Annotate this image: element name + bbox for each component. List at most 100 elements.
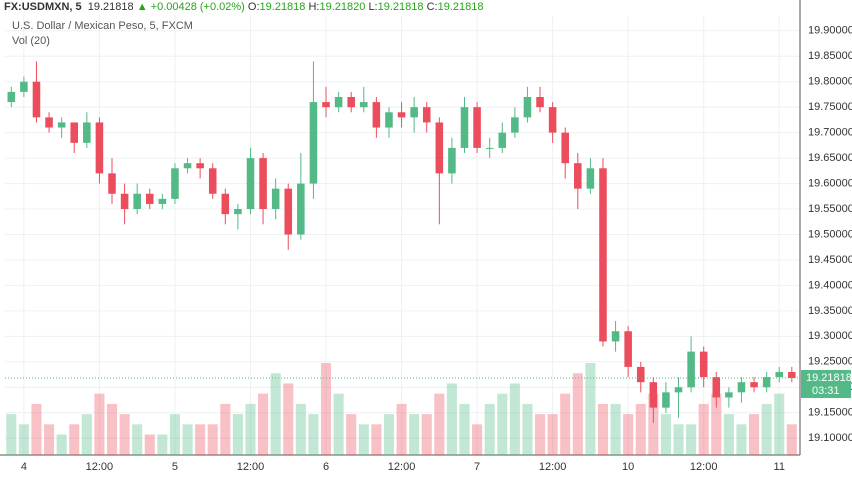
h: 19.21820 bbox=[319, 1, 366, 13]
candle-body bbox=[561, 132, 569, 164]
candle-body bbox=[737, 382, 746, 393]
candle-body bbox=[20, 81, 28, 92]
last: 19.21818 bbox=[87, 1, 134, 13]
candle-body bbox=[309, 102, 318, 184]
volume-bar bbox=[56, 434, 67, 455]
candle-body bbox=[271, 188, 280, 210]
volume-bar bbox=[597, 403, 609, 455]
candle-body bbox=[297, 183, 305, 235]
volume-bar bbox=[119, 414, 130, 455]
volume-bar bbox=[333, 393, 344, 455]
y-tick-label: 19.85000 bbox=[808, 50, 852, 62]
x-tick-label: 7 bbox=[474, 461, 480, 473]
candle-body bbox=[183, 163, 192, 169]
volume-bar bbox=[698, 403, 709, 455]
y-tick-label: 19.80000 bbox=[808, 76, 852, 88]
candle-body bbox=[133, 193, 141, 210]
volume-bar bbox=[723, 414, 734, 455]
last-price-label: 19.21818 bbox=[806, 372, 852, 384]
volume-bar bbox=[106, 403, 118, 455]
volume-bar bbox=[144, 434, 155, 455]
volume-bar bbox=[761, 403, 772, 455]
candle-body bbox=[574, 163, 582, 189]
candle-body bbox=[360, 102, 368, 108]
symbol: FX:USDMXN, 5 bbox=[4, 1, 82, 13]
volume-bar bbox=[383, 414, 395, 455]
candle-body bbox=[473, 107, 481, 148]
x-tick-label: 11 bbox=[774, 461, 785, 473]
volume-bar bbox=[18, 424, 29, 455]
candle-body bbox=[259, 158, 267, 210]
x-tick-label: 12:00 bbox=[388, 461, 416, 473]
volume-bar bbox=[270, 373, 281, 455]
volume-bar bbox=[472, 424, 483, 455]
volume-bar bbox=[635, 403, 646, 455]
volume-bar bbox=[320, 363, 332, 455]
o: 19.21818 bbox=[259, 1, 306, 13]
candle-body bbox=[372, 102, 381, 128]
chart-title: U.S. Dollar / Mexican Peso, 5, FXCM bbox=[12, 20, 193, 32]
x-tick-label: 12:00 bbox=[690, 461, 718, 473]
candle-body bbox=[788, 371, 796, 379]
x-tick-label: 12:00 bbox=[539, 461, 567, 473]
candle-body bbox=[548, 107, 557, 133]
y-tick-label: 19.45000 bbox=[808, 254, 852, 266]
volume-bar bbox=[220, 403, 231, 455]
candle-body bbox=[599, 168, 607, 342]
x-tick-label: 10 bbox=[622, 461, 634, 473]
volume-bar bbox=[245, 403, 256, 455]
candle-body bbox=[460, 107, 469, 148]
volume-bar bbox=[346, 414, 357, 455]
candle-body bbox=[687, 351, 695, 388]
volume-bar bbox=[258, 393, 269, 455]
candle-body bbox=[397, 112, 406, 118]
x-tick-label: 6 bbox=[323, 461, 329, 473]
volume-bar bbox=[182, 424, 193, 455]
candle-body bbox=[234, 209, 242, 215]
c-label: C: bbox=[426, 1, 438, 13]
candle-body bbox=[284, 188, 293, 235]
volume-bar bbox=[560, 393, 571, 455]
y-tick-label: 19.15000 bbox=[808, 407, 852, 419]
y-tick-label: 19.60000 bbox=[808, 177, 852, 189]
volume-bar bbox=[132, 424, 143, 455]
c: 19.21818 bbox=[437, 1, 484, 13]
change: ▲ +0.00428 (+0.02%) bbox=[136, 1, 245, 13]
l-label: L: bbox=[368, 1, 378, 13]
candle-body bbox=[523, 96, 532, 118]
volume-bar bbox=[786, 424, 797, 455]
candle-body bbox=[334, 96, 343, 108]
candle-body bbox=[712, 377, 721, 398]
volume-bar bbox=[232, 414, 243, 455]
volume-bar bbox=[459, 403, 470, 455]
candle-body bbox=[410, 107, 418, 118]
candle-body bbox=[208, 168, 217, 194]
volume-bar bbox=[44, 424, 55, 455]
volume-bar bbox=[31, 403, 42, 455]
candle-body bbox=[536, 96, 544, 108]
candle-body bbox=[485, 147, 494, 149]
volume-bar bbox=[69, 424, 80, 455]
volume-bar bbox=[358, 424, 369, 455]
y-tick-label: 19.90000 bbox=[808, 25, 852, 37]
volume-bar bbox=[623, 414, 634, 455]
legend-bar: FX:USDMXN, 5 19.21818 ▲ +0.00428 (+0.02%… bbox=[4, 0, 483, 14]
y-tick-label: 19.30000 bbox=[808, 330, 852, 342]
volume-bar bbox=[610, 403, 621, 455]
candle-body bbox=[649, 382, 658, 408]
volume-bar bbox=[409, 414, 420, 455]
candle-body bbox=[624, 331, 632, 367]
x-tick-label: 5 bbox=[172, 461, 178, 473]
candle-body bbox=[511, 117, 519, 133]
candle-body bbox=[611, 331, 620, 342]
x-tick-label: 12:00 bbox=[86, 461, 114, 473]
candle-body bbox=[7, 91, 16, 103]
candle-body bbox=[120, 193, 129, 210]
volume-bar bbox=[736, 424, 747, 455]
candle-body bbox=[83, 122, 91, 143]
candle-body bbox=[725, 392, 733, 398]
volume-bar bbox=[648, 393, 659, 455]
volume-bar bbox=[660, 414, 671, 455]
candle-body bbox=[70, 122, 79, 143]
volume-bar bbox=[207, 424, 218, 455]
